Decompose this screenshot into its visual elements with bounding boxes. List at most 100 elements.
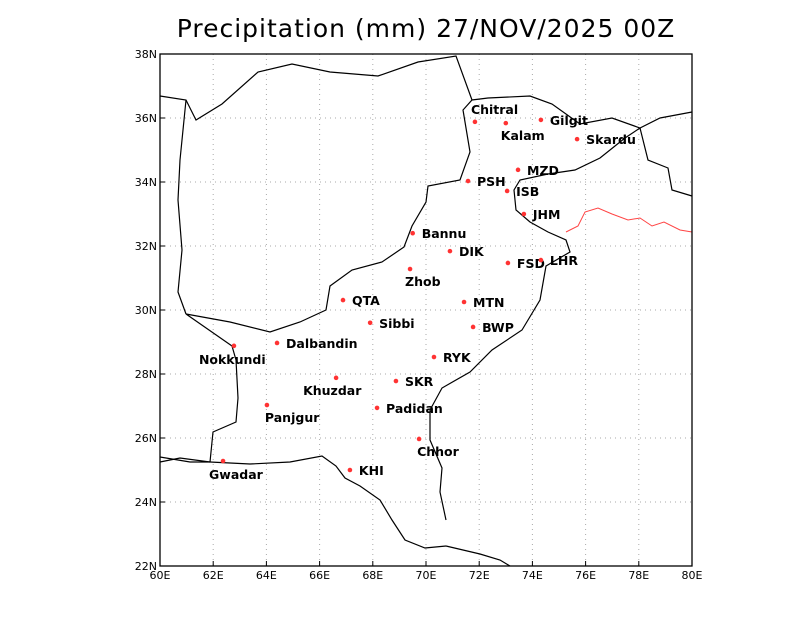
- station-marker: [264, 402, 270, 408]
- pakistan-border: [185, 95, 642, 521]
- station-marker: [220, 458, 226, 464]
- station-marker: [393, 378, 399, 384]
- station-label: Sibbi: [379, 316, 414, 331]
- lon-tick-label: 78E: [628, 569, 649, 582]
- station-marker: [470, 324, 476, 330]
- lat-tick-label: 38N: [135, 48, 157, 61]
- station-label: BWP: [482, 320, 514, 335]
- lon-tick-label: 80E: [682, 569, 703, 582]
- lat-tick-label: 26N: [135, 432, 157, 445]
- station-marker: [472, 119, 478, 125]
- lon-tick-label: 72E: [469, 569, 490, 582]
- station-label: MTN: [473, 295, 504, 310]
- station-marker: [340, 297, 346, 303]
- station-marker: [447, 248, 453, 254]
- lat-tick-label: 22N: [135, 560, 157, 573]
- station-label: Nokkundi: [199, 352, 266, 367]
- station-label: Padidan: [386, 401, 443, 416]
- station-marker: [538, 117, 544, 123]
- afghanistan-north-border: [159, 55, 473, 121]
- map-title: Precipitation (mm) 27/NOV/2025 00Z: [176, 14, 676, 43]
- india-gujarat-coast: [445, 545, 511, 567]
- station-lhr: LHR: [538, 253, 578, 268]
- iran-afghanistan-border: [177, 99, 187, 315]
- station-bwp: BWP: [470, 320, 514, 335]
- station-label: RYK: [443, 350, 472, 365]
- station-marker: [504, 188, 510, 194]
- coastline: [159, 455, 447, 549]
- station-label: MZD: [527, 163, 559, 178]
- lon-tick-label: 66E: [309, 569, 330, 582]
- lat-tick-label: 28N: [135, 368, 157, 381]
- station-marker: [538, 257, 544, 263]
- iran-pakistan-west: [159, 457, 211, 463]
- station-label: Chhor: [417, 444, 460, 459]
- station-bannu: Bannu: [410, 226, 466, 241]
- station-label: SKR: [405, 374, 434, 389]
- station-label: Zhob: [405, 274, 441, 289]
- lat-tick-label: 32N: [135, 240, 157, 253]
- station-qta: QTA: [340, 293, 380, 308]
- lon-tick-label: 68E: [362, 569, 383, 582]
- station-khuzdar: Khuzdar: [303, 375, 362, 398]
- station-gilgit: Gilgit: [538, 113, 588, 128]
- lon-tick-label: 64E: [256, 569, 277, 582]
- disputed-border: [565, 207, 693, 233]
- station-label: Skardu: [586, 132, 636, 147]
- station-gwadar: Gwadar: [209, 458, 264, 482]
- country-borders: [159, 55, 693, 567]
- station-marker: [274, 340, 280, 346]
- station-ryk: RYK: [431, 350, 472, 365]
- axis-ticks: 60E 62E 64E 66E 68E 70E 72E 74E 76E 78E 80E 22N 24N 2…: [135, 48, 703, 582]
- lon-tick-label: 74E: [522, 569, 543, 582]
- station-label: Gwadar: [209, 467, 264, 482]
- stations: Chitral Kalam Gilgit Skardu MZD PSH ISB JHM Bann…: [199, 102, 636, 482]
- station-chhor: Chhor: [416, 436, 460, 459]
- lat-tick-label: 36N: [135, 112, 157, 125]
- station-label: Dalbandin: [286, 336, 358, 351]
- station-kalam: Kalam: [501, 120, 545, 143]
- station-sibbi: Sibbi: [367, 316, 415, 331]
- station-marker: [347, 467, 353, 473]
- station-label: Chitral: [471, 102, 518, 117]
- station-skr: SKR: [393, 374, 434, 389]
- lon-tick-label: 60E: [150, 569, 171, 582]
- station-label: JHM: [532, 207, 561, 222]
- station-label: Khuzdar: [303, 383, 362, 398]
- station-label: Panjgur: [265, 410, 320, 425]
- grid-lines: [160, 54, 692, 566]
- station-marker: [465, 178, 471, 184]
- station-label: Kalam: [501, 128, 545, 143]
- station-marker: [521, 211, 527, 217]
- station-marker: [367, 320, 373, 326]
- station-isb: ISB: [504, 184, 539, 199]
- station-mtn: MTN: [461, 295, 504, 310]
- station-skardu: Skardu: [574, 132, 636, 147]
- station-label: KHI: [359, 463, 384, 478]
- station-jhm: JHM: [521, 207, 561, 222]
- station-marker: [407, 266, 413, 272]
- station-zhob: Zhob: [405, 266, 441, 289]
- china-border: [639, 111, 693, 129]
- lat-tick-label: 24N: [135, 496, 157, 509]
- station-fsd: FSD: [505, 256, 545, 271]
- lat-tick-label: 34N: [135, 176, 157, 189]
- station-label: Bannu: [422, 226, 467, 241]
- lon-tick-label: 70E: [416, 569, 437, 582]
- station-marker: [231, 343, 237, 349]
- lat-tick-label: 30N: [135, 304, 157, 317]
- station-label: Gilgit: [550, 113, 588, 128]
- station-dalbandin: Dalbandin: [274, 336, 358, 351]
- station-panjgur: Panjgur: [264, 402, 320, 425]
- station-marker: [503, 120, 509, 126]
- station-label: QTA: [352, 293, 380, 308]
- station-marker: [574, 136, 580, 142]
- station-marker: [416, 436, 422, 442]
- station-psh: PSH: [465, 174, 506, 189]
- station-label: FSD: [517, 256, 545, 271]
- station-marker: [515, 167, 521, 173]
- station-label: DIK: [459, 244, 485, 259]
- station-marker: [431, 354, 437, 360]
- china-tibet-border: [639, 127, 693, 197]
- station-marker: [374, 405, 380, 411]
